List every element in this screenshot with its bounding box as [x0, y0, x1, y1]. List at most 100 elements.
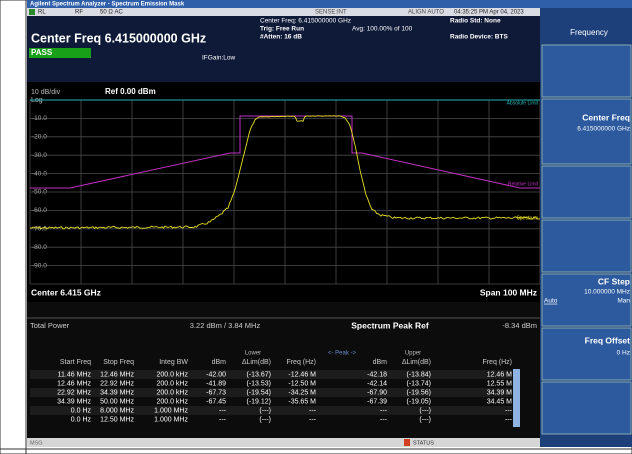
- group-label: <- Peak ->: [328, 351, 357, 357]
- scrollbar[interactable]: [513, 369, 520, 427]
- cell: 34.39 M: [487, 389, 512, 396]
- cell: -34.25 M: [288, 389, 316, 396]
- y-label: -70.0: [32, 226, 47, 233]
- column-header: ΔLim(dB): [402, 359, 431, 366]
- cell: 50.00 MHz: [100, 398, 134, 405]
- radio-std: Radio Std: None: [450, 18, 501, 25]
- cell: (-13.67): [246, 371, 271, 378]
- softkey[interactable]: [541, 44, 632, 98]
- cell: ---: [309, 416, 317, 423]
- cell: 8.000 MHz: [100, 407, 134, 414]
- status-row: [27, 8, 540, 16]
- softkey[interactable]: [541, 98, 632, 165]
- cell: 12.46 MHz: [100, 371, 134, 378]
- trig: Trig: Free Run: [260, 26, 304, 33]
- cell: (-19.56): [406, 389, 431, 396]
- cell: -67.45: [206, 398, 226, 405]
- center-freq: Center Freq 6.415000000 GHz: [31, 31, 206, 45]
- cell: (-19.05): [406, 398, 431, 405]
- center-info: Center Freq: 6.415000000 GHz: [260, 18, 351, 25]
- relative-limit-line: [30, 115, 540, 189]
- cell: -67.73: [206, 389, 226, 396]
- cell: -42.18: [367, 371, 387, 378]
- cell: ---: [380, 407, 388, 414]
- cell: -42.14: [367, 380, 387, 387]
- spectrum-label: Spectrum: [517, 215, 538, 221]
- sense: SENSE:INT: [315, 10, 347, 16]
- softkey-value: 10.000000 MHz: [584, 289, 630, 296]
- absolute-limit-label: Absolute Limit: [507, 100, 539, 106]
- align: ALIGN AUTO: [408, 10, 444, 16]
- y-label: -30.0: [32, 152, 47, 159]
- span-label: Span 100 MHz: [480, 287, 537, 297]
- column-header: dBm: [212, 359, 227, 366]
- cell: -42.00: [206, 371, 226, 378]
- cell: 0.0 Hz: [71, 407, 92, 414]
- status[interactable]: STATUS: [413, 440, 434, 446]
- group-label: Lower: [245, 351, 261, 357]
- msg: MSG: [30, 440, 43, 446]
- column-header: Start Freq: [60, 359, 91, 366]
- atten: #Atten: 16 dB: [260, 34, 302, 41]
- auto[interactable]: Auto: [544, 298, 558, 305]
- scale: 10 dB/div: [31, 89, 61, 96]
- row-band: [30, 406, 512, 415]
- y-label: -90.0: [32, 262, 47, 269]
- cell: 34.45 M: [487, 398, 512, 405]
- y-label: -50.0: [32, 189, 47, 196]
- y-label: -80.0: [32, 244, 47, 251]
- cell: (---): [259, 416, 271, 423]
- cell: 12.46 M: [487, 371, 512, 378]
- softkey-label: Freq Offset: [585, 335, 631, 345]
- softkey[interactable]: [541, 219, 632, 273]
- softkey[interactable]: [541, 165, 632, 219]
- cell: 22.92 MHz: [57, 389, 91, 396]
- man[interactable]: Man: [617, 298, 630, 305]
- column-header: Stop Freq: [103, 359, 134, 366]
- cell: (-19.54): [246, 389, 271, 396]
- cell: 34.39 MHz: [100, 389, 134, 396]
- center-label: Center 6.415 GHz: [31, 287, 101, 297]
- cell: 200.0 kHz: [156, 380, 188, 387]
- cell: ---: [219, 407, 227, 414]
- cell: (---): [419, 416, 431, 423]
- cell: (-13.74): [406, 380, 431, 387]
- group-label: Upper: [405, 351, 421, 357]
- cell: 12.50 MHz: [100, 416, 134, 423]
- status-icon: [404, 439, 410, 446]
- cell: ---: [505, 407, 513, 414]
- relative-limit-label: Relative Limit: [508, 181, 539, 187]
- cell: 200.0 kHz: [156, 398, 188, 405]
- softkey-label: CF Step: [598, 276, 630, 286]
- column-header: dBm: [373, 359, 388, 366]
- cell: ---: [219, 416, 227, 423]
- ref: Ref 0.00 dBm: [105, 87, 156, 96]
- cell: -41.89: [206, 380, 226, 387]
- cell: 1.000 MHz: [154, 407, 188, 414]
- cell: 34.39 MHz: [57, 398, 91, 405]
- title-bar: [27, 0, 632, 8]
- pass-box: [29, 48, 91, 58]
- column-header: Integ BW: [159, 359, 188, 366]
- cell: (-13.53): [246, 380, 271, 387]
- cell: ---: [505, 416, 513, 423]
- softkey[interactable]: [541, 327, 632, 381]
- cell: (-13.84): [406, 371, 431, 378]
- pass: PASS: [31, 48, 53, 57]
- cell: (---): [419, 407, 431, 414]
- if-gain: IFGain:Low: [202, 55, 236, 62]
- y-label: -40.0: [32, 170, 47, 177]
- column-header: Freq (Hz): [482, 359, 512, 366]
- cell: -67.39: [367, 398, 387, 405]
- column-header: Freq (Hz): [286, 359, 316, 366]
- row-band: [30, 370, 512, 379]
- row-band: [30, 388, 512, 397]
- cell: ---: [309, 407, 317, 414]
- softkey[interactable]: [541, 273, 632, 327]
- y-label: -20.0: [32, 134, 47, 141]
- avg: Avg: 100.00% of 100: [352, 26, 413, 33]
- softkey-value: 6.415000000 GHz: [577, 126, 630, 133]
- softkey[interactable]: [541, 381, 632, 435]
- rl: RL: [38, 10, 46, 16]
